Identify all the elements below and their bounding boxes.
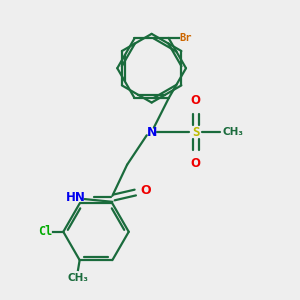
Text: O: O xyxy=(191,157,201,169)
Text: Br: Br xyxy=(179,34,192,44)
Text: N: N xyxy=(146,125,157,139)
Text: O: O xyxy=(191,94,201,107)
Text: Cl: Cl xyxy=(39,225,53,238)
Text: CH₃: CH₃ xyxy=(68,273,88,283)
Text: HN: HN xyxy=(66,191,86,204)
Text: S: S xyxy=(192,125,200,139)
Text: CH₃: CH₃ xyxy=(223,127,244,137)
Text: O: O xyxy=(141,184,152,197)
